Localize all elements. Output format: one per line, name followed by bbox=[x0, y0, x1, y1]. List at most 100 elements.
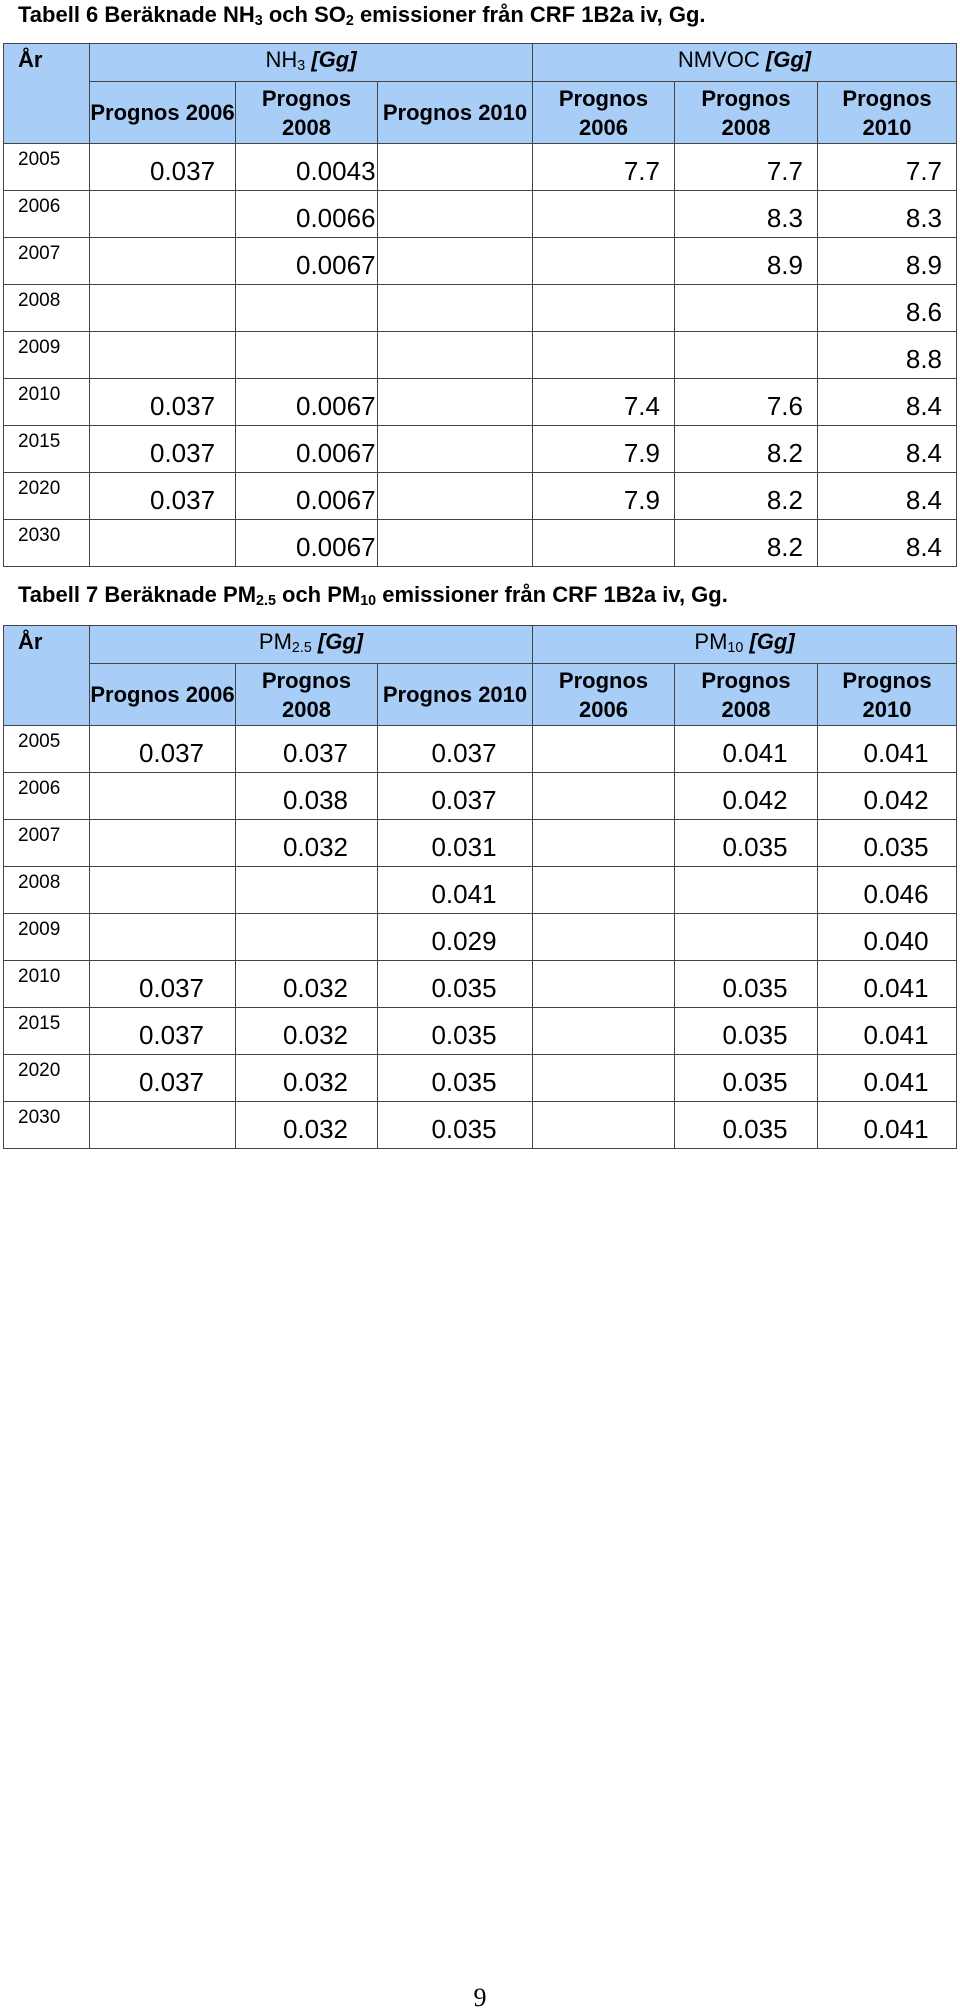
value-cell: 8.6 bbox=[816, 284, 958, 332]
value-cell bbox=[89, 1101, 236, 1149]
value-cell: 0.037 bbox=[89, 725, 236, 773]
value-cell: 0.035 bbox=[674, 1054, 819, 1102]
value-cell bbox=[674, 913, 819, 961]
value-cell: 0.0067 bbox=[235, 378, 378, 426]
nmvoc-group-header: NMVOC [Gg] bbox=[531, 43, 958, 82]
value-cell: 8.3 bbox=[674, 190, 818, 238]
table-row: 2005 0.037 0.0043 7.7 7.7 7.7 bbox=[3, 143, 958, 191]
table-row: 2006 0.038 0.037 0.042 0.042 bbox=[3, 772, 958, 820]
value-cell: 8.8 bbox=[816, 331, 958, 379]
year-cell: 2007 bbox=[3, 237, 90, 285]
value-cell: 0.035 bbox=[674, 960, 819, 1008]
value-cell: 0.0067 bbox=[235, 472, 378, 520]
sub-header-row: Prognos 2006 Prognos 2008 Prognos 2010 Prog… bbox=[4, 663, 958, 726]
sub-header-cell: Prognos 2006 bbox=[532, 81, 675, 144]
year-cell: 2010 bbox=[3, 960, 90, 1008]
value-cell bbox=[89, 866, 236, 914]
value-cell: 0.031 bbox=[376, 819, 534, 867]
table-row: 2009 8.8 bbox=[3, 331, 958, 379]
table-row: 2008 8.6 bbox=[3, 284, 958, 332]
value-cell: 8.3 bbox=[816, 190, 958, 238]
value-cell: 0.032 bbox=[235, 1007, 378, 1055]
year-cell: 2008 bbox=[3, 866, 90, 914]
table6: År NH3 [Gg] NMVOC [Gg] Prognos 2006 Progn… bbox=[3, 43, 958, 567]
value-cell: 0.041 bbox=[817, 1007, 958, 1055]
value-cell: 7.9 bbox=[532, 472, 675, 520]
value-cell: 0.032 bbox=[235, 1054, 378, 1102]
year-cell: 2006 bbox=[3, 772, 90, 820]
value-cell: 0.037 bbox=[89, 960, 236, 1008]
year-column-header: År bbox=[3, 625, 90, 726]
value-cell: 0.042 bbox=[817, 772, 958, 820]
value-cell bbox=[532, 725, 676, 773]
value-cell bbox=[532, 519, 675, 567]
value-cell: 0.037 bbox=[235, 725, 378, 773]
value-cell bbox=[532, 284, 675, 332]
value-cell: 0.032 bbox=[235, 960, 378, 1008]
value-cell: 0.0067 bbox=[235, 519, 378, 567]
page-number: 9 bbox=[473, 1983, 487, 2012]
year-cell: 2005 bbox=[3, 725, 90, 773]
sub-header-cell: Prognos 2008 bbox=[674, 81, 818, 144]
table-row: 2007 0.032 0.031 0.035 0.035 bbox=[3, 819, 958, 867]
value-cell bbox=[532, 913, 676, 961]
table7: År PM2.5 [Gg] PM10 [Gg] Prognos 2006 Prog… bbox=[3, 625, 958, 1149]
value-cell: 0.037 bbox=[376, 772, 534, 820]
value-cell bbox=[532, 772, 676, 820]
value-cell: 0.038 bbox=[235, 772, 378, 820]
table-row: 2006 0.0066 8.3 8.3 bbox=[3, 190, 958, 238]
value-cell bbox=[532, 960, 676, 1008]
value-cell bbox=[235, 331, 378, 379]
value-cell bbox=[89, 284, 236, 332]
value-cell bbox=[532, 237, 675, 285]
table-row: 2007 0.0067 8.9 8.9 bbox=[3, 237, 958, 285]
value-cell: 7.6 bbox=[674, 378, 818, 426]
value-cell: 0.037 bbox=[89, 378, 236, 426]
value-cell: 0.0067 bbox=[235, 425, 378, 473]
value-cell: 0.037 bbox=[89, 143, 236, 191]
value-cell: 0.0043 bbox=[235, 143, 378, 191]
table-row: 2030 0.0067 8.2 8.4 bbox=[3, 519, 958, 567]
year-cell: 2020 bbox=[3, 472, 90, 520]
sub-header-cell: Prognos 2006 bbox=[89, 663, 236, 726]
value-cell: 0.035 bbox=[376, 960, 534, 1008]
year-cell: 2015 bbox=[3, 1007, 90, 1055]
value-cell: 0.037 bbox=[376, 725, 534, 773]
value-cell: 0.041 bbox=[817, 725, 958, 773]
value-cell bbox=[377, 331, 533, 379]
year-column-header: År bbox=[3, 43, 90, 144]
value-cell bbox=[89, 237, 236, 285]
table-row: 2030 0.032 0.035 0.035 0.041 bbox=[3, 1101, 958, 1149]
value-cell bbox=[377, 472, 533, 520]
value-cell bbox=[674, 866, 819, 914]
value-cell: 8.9 bbox=[674, 237, 818, 285]
value-cell: 0.035 bbox=[674, 1101, 819, 1149]
table-row: 2010 0.037 0.032 0.035 0.035 0.041 bbox=[3, 960, 958, 1008]
value-cell bbox=[532, 190, 675, 238]
value-cell: 0.035 bbox=[376, 1054, 534, 1102]
value-cell: 8.4 bbox=[816, 519, 958, 567]
value-cell bbox=[89, 331, 236, 379]
table6-caption: Tabell 6 Beräknade NH3 och SO2 emissione… bbox=[18, 2, 706, 29]
value-cell: 8.2 bbox=[674, 425, 818, 473]
value-cell bbox=[377, 143, 533, 191]
value-cell bbox=[532, 331, 675, 379]
value-cell: 7.7 bbox=[532, 143, 675, 191]
value-cell: 7.4 bbox=[532, 378, 675, 426]
value-cell: 8.2 bbox=[674, 472, 818, 520]
value-cell: 7.9 bbox=[532, 425, 675, 473]
table7-caption: Tabell 7 Beräknade PM2.5 och PM10 emissi… bbox=[18, 582, 728, 609]
value-cell bbox=[377, 519, 533, 567]
value-cell bbox=[89, 819, 236, 867]
value-cell: 0.037 bbox=[89, 472, 236, 520]
value-cell: 0.041 bbox=[376, 866, 534, 914]
value-cell: 0.037 bbox=[89, 1007, 236, 1055]
year-cell: 2010 bbox=[3, 378, 90, 426]
value-cell: 0.040 bbox=[817, 913, 958, 961]
year-cell: 2030 bbox=[3, 1101, 90, 1149]
value-cell bbox=[235, 866, 378, 914]
value-cell bbox=[377, 190, 533, 238]
sub-header-cell: Prognos 2008 bbox=[235, 663, 378, 726]
value-cell bbox=[89, 772, 236, 820]
table7-body: 2005 0.037 0.037 0.037 0.041 0.041 2006 0.038 0.… bbox=[3, 725, 958, 1149]
